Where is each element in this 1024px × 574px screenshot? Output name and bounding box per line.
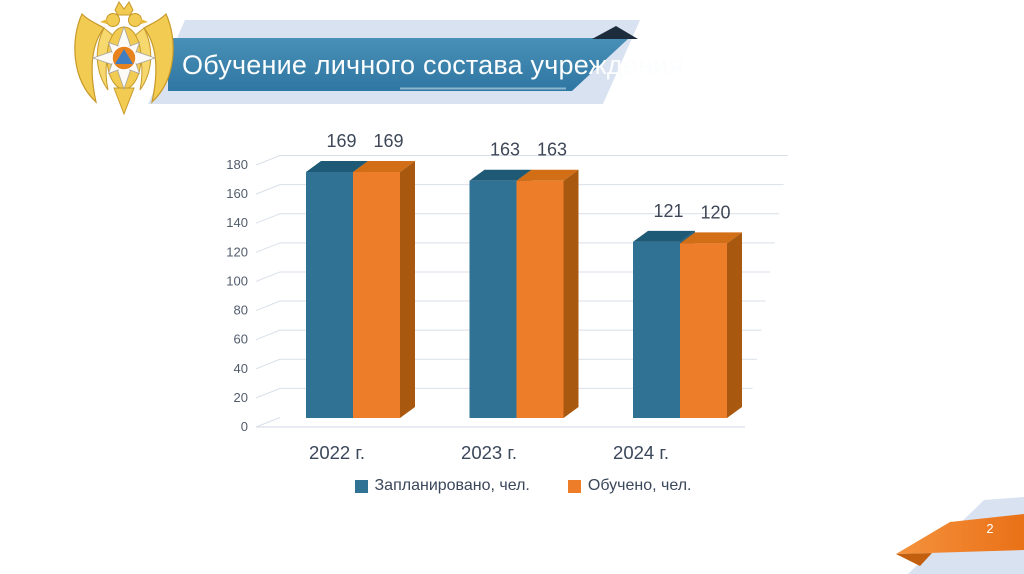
bar-top-face: [353, 161, 415, 173]
bar-2022 г.-Запланировано, чел.: [306, 172, 353, 418]
bar-2022 г.-Обучено, чел.: [353, 172, 400, 418]
legend-item-trained: Обучено, чел.: [567, 477, 692, 495]
emercom-emblem-icon: [74, 1, 174, 116]
bar-side-face: [563, 169, 579, 418]
bar-top-face: [306, 161, 368, 173]
page-number: 2: [986, 521, 994, 536]
footer-ribbon: [896, 514, 1024, 554]
bar-value-label: 169: [326, 131, 356, 151]
ribbon-fold-triangle: [592, 26, 638, 39]
civil-defence-triangle: [115, 49, 133, 64]
y-tick-label: 120: [226, 244, 248, 259]
bar-value-label: 163: [537, 140, 567, 160]
bar-2024 г.-Обучено, чел.: [680, 243, 727, 418]
eagle-right-beak: [141, 19, 148, 24]
bar-top-face: [633, 230, 695, 242]
bar-value-label: 169: [373, 131, 403, 151]
footer-ribbon-fold: [896, 553, 932, 566]
y-tick-label: 140: [226, 215, 248, 230]
bar-value-label: 121: [653, 201, 683, 221]
slide-title: Обучение личного состава учреждения: [182, 50, 684, 80]
header-decoration: [74, 1, 640, 116]
legend-swatch-planned-icon: [354, 479, 368, 493]
bar-side-face: [727, 232, 742, 418]
bar-value-label: 120: [700, 202, 730, 222]
eagle-right-wing: [143, 12, 174, 104]
eagle-crown: [114, 1, 134, 16]
y-tick-label: 0: [241, 419, 248, 434]
y-tick-label: 80: [234, 303, 248, 318]
bar-2023 г.-Обучено, чел.: [516, 180, 564, 418]
y-tick-label: 40: [234, 361, 248, 376]
bar-top-face: [516, 169, 579, 181]
eagle-left-beak: [100, 19, 107, 24]
title-ribbon: [168, 38, 629, 91]
legend-swatch-trained-icon: [567, 479, 581, 493]
footer-decoration: [896, 497, 1024, 574]
x-category-label: 2022 г.: [309, 442, 365, 463]
bar-side-face: [400, 161, 415, 418]
bar-2024 г.-Запланировано, чел.: [633, 241, 680, 418]
bar-top-face: [680, 232, 742, 244]
y-tick-label: 160: [226, 186, 248, 201]
bar-2023 г.-Запланировано, чел.: [469, 180, 517, 418]
legend-label-planned: Запланировано, чел.: [374, 477, 530, 494]
y-tick-label: 60: [234, 332, 248, 347]
chart-legend: Запланировано, чел. Обучено, чел.: [256, 477, 790, 495]
x-category-label: 2023 г.: [461, 442, 517, 463]
eagle-left-wing: [74, 12, 105, 104]
y-tick-label: 20: [234, 390, 248, 405]
y-tick-label: 100: [226, 273, 248, 288]
bar-top-face: [469, 169, 532, 181]
legend-label-trained: Обучено, чел.: [587, 477, 692, 494]
x-category-label: 2024 г.: [613, 442, 669, 463]
bar-value-label: 163: [490, 140, 520, 160]
y-tick-label: 180: [226, 157, 248, 172]
legend-item-planned: Запланировано, чел.: [354, 477, 530, 495]
